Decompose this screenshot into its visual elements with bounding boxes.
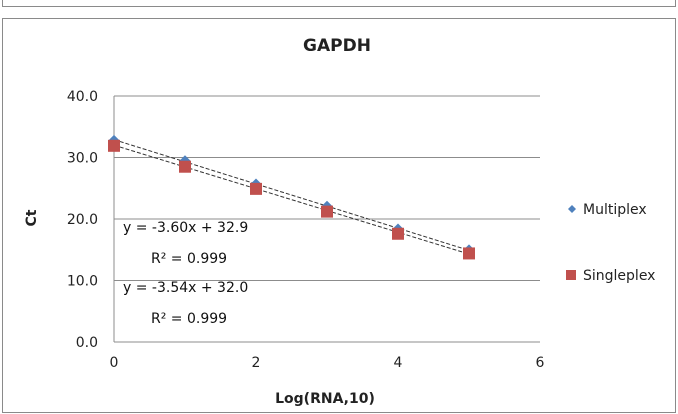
singleplex-equation: y = -3.54x + 32.0 <box>123 280 248 296</box>
y-tick-label: 20.0 <box>67 212 98 228</box>
singleplex-point <box>179 160 191 173</box>
multiplex-r2: R² = 0.999 <box>151 251 227 267</box>
y-tick-label: 40.0 <box>67 89 98 105</box>
legend-multiplex-label: Multiplex <box>583 202 647 218</box>
singleplex-point <box>392 227 404 240</box>
legend-singleplex-label: Singleplex <box>583 268 655 284</box>
singleplex-point <box>250 182 262 195</box>
chart-title: GAPDH <box>303 36 371 56</box>
y-tick-label: 0.0 <box>76 335 98 351</box>
multiplex-equation: y = -3.60x + 32.9 <box>123 220 248 236</box>
y-tick-label: 30.0 <box>67 151 98 167</box>
singleplex-point <box>463 247 475 260</box>
singleplex-trendline <box>113 144 470 255</box>
y-tick-label: 10.0 <box>67 274 98 290</box>
legend-singleplex-marker <box>566 270 576 280</box>
singleplex-r2: R² = 0.999 <box>151 311 227 327</box>
x-axis-label: Log(RNA,10) <box>275 391 375 407</box>
singleplex-point <box>108 139 120 152</box>
singleplex-point <box>321 205 333 218</box>
y-axis-label: Ct <box>24 209 40 226</box>
x-tick-label: 2 <box>252 355 261 371</box>
multiplex-trendline <box>113 139 470 251</box>
top-strip <box>2 0 676 7</box>
chart-frame: GAPDH Log(RNA,10) Ct 0.0 10.0 20.0 30.0 40.0… <box>2 18 676 413</box>
gapdh-chart: GAPDH Log(RNA,10) Ct 0.0 10.0 20.0 30.0 40.0… <box>24 36 655 407</box>
x-tick-label: 6 <box>536 355 545 371</box>
x-tick-label: 0 <box>110 355 119 371</box>
legend-multiplex-marker <box>568 205 576 213</box>
x-tick-label: 4 <box>394 355 403 371</box>
